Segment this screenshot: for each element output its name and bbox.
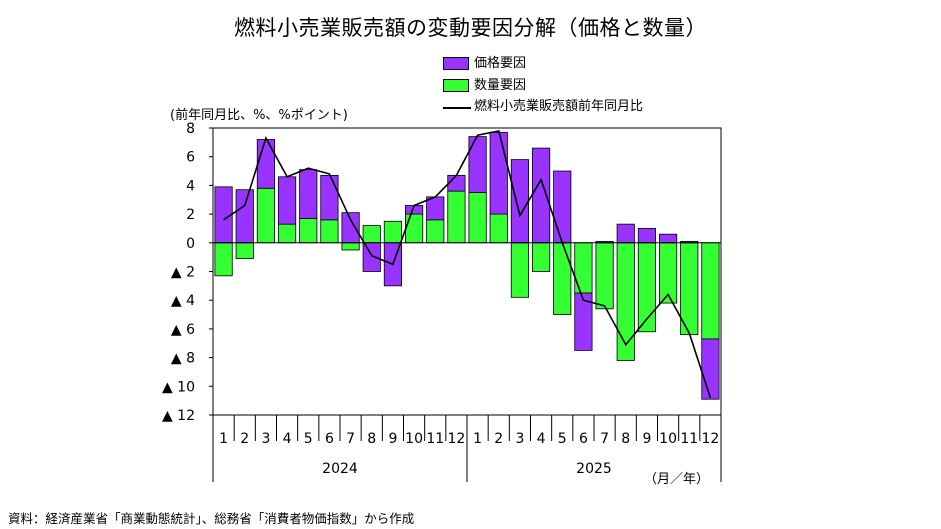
x-tick-label: 10 xyxy=(405,431,423,447)
bar-price-8 xyxy=(362,242,381,272)
y-tick-label: ▲ 6 xyxy=(171,322,195,338)
bar-price-7 xyxy=(341,212,360,244)
x-tick-label: 7 xyxy=(600,431,609,447)
x-tick-label: 10 xyxy=(659,431,677,447)
bar-quantity-6 xyxy=(320,219,339,244)
bar-price-4 xyxy=(278,176,297,225)
x-tick-label: 2 xyxy=(240,431,249,447)
y-tick-label: ▲ 10 xyxy=(162,379,195,395)
x-tick-label: 1 xyxy=(219,431,228,447)
bar-price-2 xyxy=(235,189,254,244)
legend-swatch-line xyxy=(443,107,471,109)
bar-price-24 xyxy=(701,338,720,400)
y-axis-unit-label: (前年同月比、%、%ポイント) xyxy=(170,108,348,123)
bar-quantity-19 xyxy=(595,242,614,310)
y-tick-label: 2 xyxy=(186,207,195,223)
bar-quantity-8 xyxy=(362,225,381,244)
source-note: 資料：経済産業省「商業動態統計」、総務省「消費者物価指数」から作成 xyxy=(8,511,415,526)
bar-quantity-12 xyxy=(447,190,466,244)
x-tick-label: 8 xyxy=(367,431,376,447)
line-sales-total xyxy=(223,129,712,399)
bar-price-5 xyxy=(299,169,318,219)
bar-price-15 xyxy=(510,159,529,244)
bar-price-22 xyxy=(659,233,678,244)
bar-price-20 xyxy=(616,223,635,244)
legend-label-price: 価格要因 xyxy=(474,56,527,71)
y-tick-label: ▲ 8 xyxy=(171,351,195,367)
y-tick-label: 0 xyxy=(186,236,195,252)
x-tick-label: 5 xyxy=(558,431,567,447)
bar-quantity-11 xyxy=(426,219,445,244)
bar-price-11 xyxy=(426,196,445,221)
y-tick-label: 8 xyxy=(186,121,195,137)
x-tick-label: 6 xyxy=(579,431,588,447)
x-axis-unit-label: （月／年） xyxy=(644,472,710,487)
x-tick-label: 11 xyxy=(426,431,444,447)
x-tick-label: 12 xyxy=(448,431,466,447)
chart-title: 燃料小売業販売額の変動要因分解（価格と数量） xyxy=(234,16,707,40)
x-tick-label: 4 xyxy=(537,431,546,447)
bar-quantity-15 xyxy=(510,242,529,298)
x-tick-label: 12 xyxy=(702,431,720,447)
x-tick-label: 4 xyxy=(283,431,292,447)
x-tick-label: 7 xyxy=(346,431,355,447)
y-tick-label: ▲ 4 xyxy=(171,293,195,309)
bar-quantity-4 xyxy=(278,223,297,244)
x-year-label-2024: 2024 xyxy=(322,461,358,477)
bar-quantity-16 xyxy=(532,242,551,272)
x-tick-label: 3 xyxy=(261,431,270,447)
x-tick-label: 3 xyxy=(515,431,524,447)
bar-quantity-3 xyxy=(256,187,275,244)
x-tick-label: 8 xyxy=(621,431,630,447)
bar-price-12 xyxy=(447,174,466,192)
legend-label-quantity: 数量要因 xyxy=(474,78,527,93)
y-tick-label: ▲ 12 xyxy=(162,408,195,424)
bar-quantity-9 xyxy=(383,220,402,244)
bar-quantity-13 xyxy=(468,192,487,244)
bar-price-3 xyxy=(256,139,275,189)
bar-quantity-2 xyxy=(235,242,254,259)
bar-price-14 xyxy=(489,131,508,215)
y-tick-label: ▲ 2 xyxy=(171,265,195,281)
legend-swatch-price xyxy=(443,57,469,70)
bar-quantity-7 xyxy=(341,242,360,251)
x-tick-label: 6 xyxy=(325,431,334,447)
bar-quantity-20 xyxy=(616,242,635,361)
bar-price-21 xyxy=(637,228,656,244)
x-tick-label: 1 xyxy=(473,431,482,447)
legend-swatch-quantity xyxy=(443,79,469,92)
legend-label-line: 燃料小売業販売額前年同月比 xyxy=(474,99,644,114)
bar-price-13 xyxy=(468,136,487,193)
bar-quantity-10 xyxy=(405,213,424,244)
bar-price-6 xyxy=(320,174,339,221)
x-tick-label: 9 xyxy=(642,431,651,447)
bar-price-18 xyxy=(574,292,593,351)
bar-quantity-1 xyxy=(214,242,233,277)
y-tick-label: 6 xyxy=(186,150,195,166)
x-year-label-2025: 2025 xyxy=(576,461,612,477)
bar-quantity-24 xyxy=(701,242,720,340)
bar-quantity-14 xyxy=(489,213,508,244)
bar-quantity-5 xyxy=(299,218,318,244)
x-tick-label: 9 xyxy=(388,431,397,447)
bar-quantity-17 xyxy=(553,242,572,315)
x-tick-label: 11 xyxy=(680,431,698,447)
bar-price-17 xyxy=(553,170,572,244)
x-tick-label: 5 xyxy=(304,431,313,447)
y-tick-label: 4 xyxy=(186,178,195,194)
x-tick-label: 2 xyxy=(494,431,503,447)
